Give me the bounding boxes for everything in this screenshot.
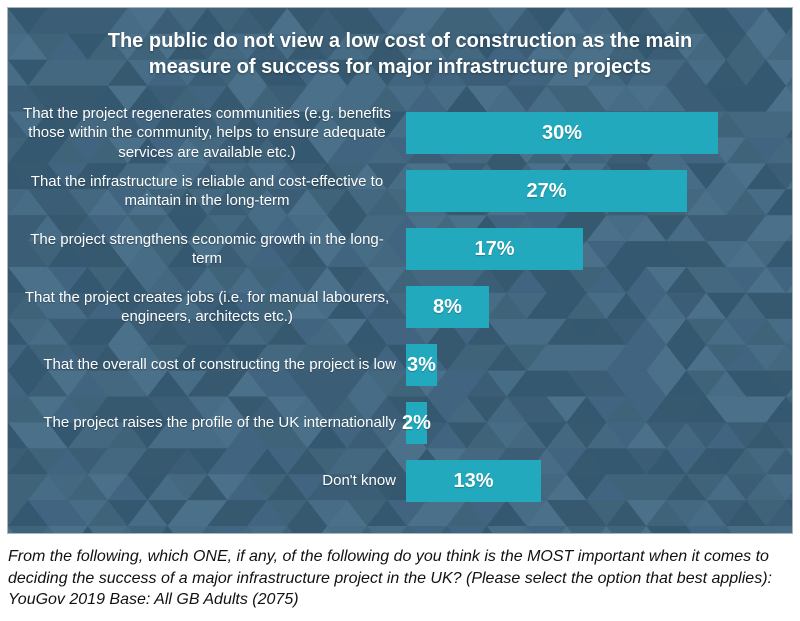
bar-value-label: 27% — [526, 179, 567, 202]
bar-area: 2% — [402, 402, 782, 444]
bar: 27% — [406, 170, 687, 212]
category-label-wrap: That the infrastructure is reliable and … — [18, 172, 406, 210]
category-label: That the project regenerates communities… — [23, 105, 391, 161]
category-label-wrap: That the overall cost of constructing th… — [18, 355, 406, 374]
bar: 3% — [406, 344, 437, 386]
bar-row: The project raises the profile of the UK… — [18, 394, 782, 452]
infographic-figure: The public do not view a low cost of con… — [0, 7, 800, 621]
bar-value-label: 2% — [402, 411, 431, 434]
bar-value-label: 8% — [433, 295, 462, 318]
source-caption: From the following, which ONE, if any, o… — [8, 548, 772, 609]
category-label: That the infrastructure is reliable and … — [30, 172, 384, 209]
bar: 17% — [406, 228, 583, 270]
bar: 8% — [406, 286, 489, 328]
category-label-wrap: Don't know — [18, 471, 406, 490]
category-label-wrap: That the project creates jobs (i.e. for … — [18, 288, 406, 326]
bar-area: 30% — [406, 112, 782, 154]
bar-row: That the infrastructure is reliable and … — [18, 162, 782, 220]
bar-row: That the project creates jobs (i.e. for … — [18, 278, 782, 336]
bar-row: Don't know 13% — [18, 452, 782, 510]
category-label: That the project creates jobs (i.e. for … — [24, 288, 390, 325]
bar-row: That the overall cost of constructing th… — [18, 336, 782, 394]
bar: 13% — [406, 460, 541, 502]
triangle-pattern-background — [8, 8, 792, 533]
chart-title: The public do not view a low cost of con… — [107, 30, 693, 78]
bar-row: That the project regenerates communities… — [18, 104, 782, 162]
bar-value-label: 30% — [541, 121, 583, 144]
category-label-wrap: The project strengthens economic growth … — [18, 230, 406, 268]
category-label: The project strengthens economic growth … — [30, 230, 384, 267]
bar-area: 17% — [406, 228, 782, 270]
category-label-wrap: The project raises the profile of the UK… — [18, 413, 406, 432]
chart-frame: The public do not view a low cost of con… — [7, 7, 793, 534]
category-label: The project raises the profile of the UK… — [43, 414, 396, 432]
bar-rows: That the project regenerates communities… — [18, 104, 782, 510]
category-label: Don't know — [322, 472, 396, 490]
bar-value-label: 3% — [407, 353, 436, 376]
bar-value-label: 17% — [474, 237, 515, 260]
bar-area: 27% — [406, 170, 782, 212]
bar-area: 8% — [406, 286, 782, 328]
bar-chart: The public do not view a low cost of con… — [8, 8, 792, 533]
category-label: That the overall cost of constructing th… — [43, 356, 396, 374]
category-label-wrap: That the project regenerates communities… — [18, 104, 406, 162]
bar-area: 13% — [406, 460, 782, 502]
bar-area: 3% — [406, 344, 782, 386]
bar-row: The project strengthens economic growth … — [18, 220, 782, 278]
bar-value-label: 13% — [453, 469, 494, 492]
bar: 2% — [402, 402, 431, 444]
bar: 30% — [406, 112, 718, 154]
